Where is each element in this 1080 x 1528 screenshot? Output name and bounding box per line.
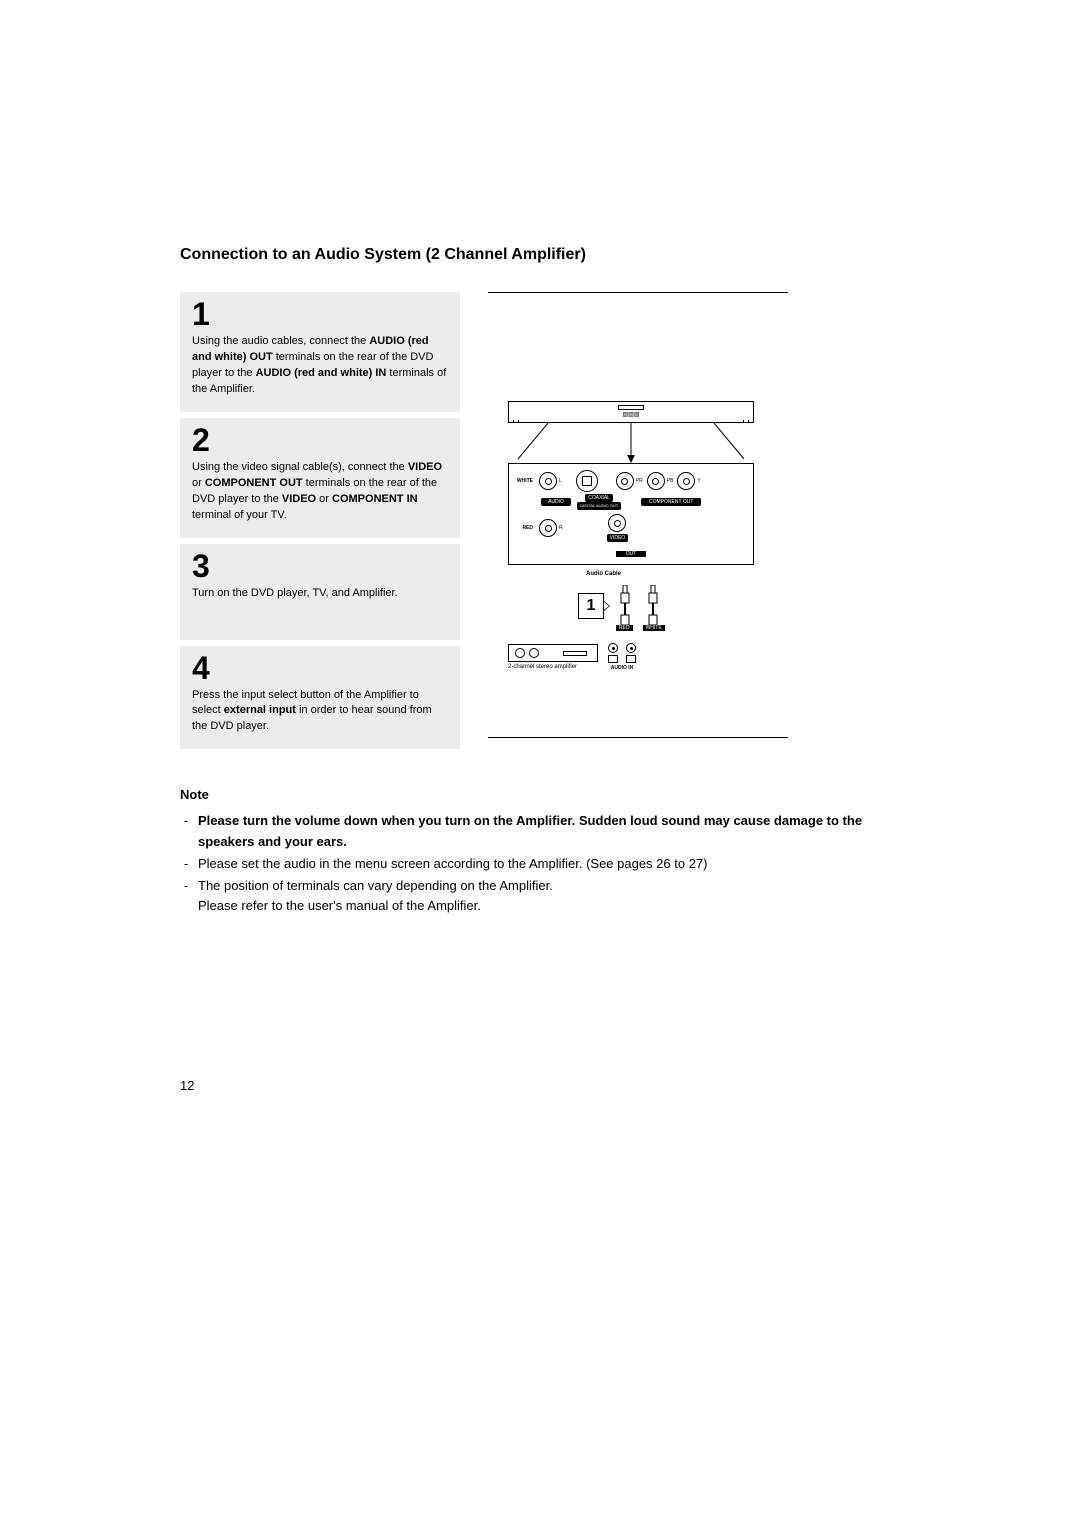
note-item: - Please turn the volume down when you t… [180, 811, 903, 851]
text: Please set the audio in the menu screen … [198, 854, 903, 874]
red-label: RED [513, 525, 535, 531]
step-1: 1 Using the audio cables, connect the AU… [180, 292, 460, 412]
pb-label: PB [667, 478, 674, 484]
step-number: 2 [192, 424, 448, 456]
diagram-column: ▧▧▧ WHIT [488, 292, 788, 755]
steps-column: 1 Using the audio cables, connect the AU… [180, 292, 460, 755]
audio-label: AUDIO [541, 498, 571, 506]
component-out-label: COMPONENT OUT [641, 498, 701, 506]
note-item: - Please set the audio in the menu scree… [180, 854, 903, 874]
amplifier-icon [508, 644, 598, 662]
amplifier-label: 2-channel stereo amplifier [508, 664, 598, 670]
audio-in-label: AUDIO IN [611, 665, 634, 671]
white-label: WHITE [513, 478, 535, 484]
bold-text: Please turn the volume down when you tur… [198, 813, 862, 848]
dvd-rear-panel: WHITE L PR [508, 463, 754, 565]
text: terminal of your TV. [192, 509, 287, 521]
bold-text: COMPONENT IN [332, 493, 418, 505]
bold-text: COMPONENT OUT [205, 477, 303, 489]
text: or [192, 477, 205, 489]
y-label: Y [697, 478, 700, 484]
bold-text: AUDIO (red and white) IN [256, 367, 387, 379]
cable-diagram: Audio Cable 1 RED WHITE [508, 571, 754, 641]
divider [488, 292, 788, 293]
bold-text: VIDEO [282, 493, 316, 505]
step-text: Turn on the DVD player, TV, and Amplifie… [192, 586, 448, 602]
step-number: 3 [192, 550, 448, 582]
text: or [316, 493, 332, 505]
step-4: 4 Press the input select button of the A… [180, 646, 460, 750]
digital-audio-out-label: DIGITAL AUDIO OUT [577, 502, 621, 510]
out-label: OUT [616, 551, 647, 557]
note-heading: Note [180, 785, 903, 805]
note-item: - The position of terminals can vary dep… [180, 876, 903, 916]
amplifier-row: 2-channel stereo amplifier AUDIO IN [508, 643, 754, 671]
step-number: 4 [192, 652, 448, 684]
text: The position of terminals can vary depen… [198, 878, 553, 893]
page-number: 12 [180, 1078, 194, 1093]
step-3: 3 Turn on the DVD player, TV, and Amplif… [180, 544, 460, 640]
rca-plug-icon [646, 585, 660, 629]
step-text: Using the audio cables, connect the AUDI… [192, 334, 448, 398]
video-label: VIDEO [607, 534, 629, 542]
white-tag: WHITE [643, 625, 665, 631]
red-tag: RED [616, 625, 633, 631]
audio-in-block: AUDIO IN [608, 643, 636, 671]
connection-diagram: ▧▧▧ WHIT [488, 401, 788, 671]
dvd-player-icon: ▧▧▧ [508, 401, 754, 423]
pr-label: PR [636, 478, 643, 484]
step-text: Press the input select button of the Amp… [192, 688, 448, 736]
rca-plug-icon [618, 585, 632, 629]
step-2: 2 Using the video signal cable(s), conne… [180, 418, 460, 538]
r-label: R [559, 525, 563, 531]
audio-cable-label: Audio Cable [586, 571, 621, 577]
step-number: 1 [192, 298, 448, 330]
step-marker-icon: 1 [578, 593, 604, 619]
l-label: L [559, 478, 562, 484]
bold-text: external input [224, 704, 296, 716]
coaxial-label: COAXIAL [585, 494, 613, 502]
bold-text: VIDEO [408, 461, 442, 473]
note-section: Note - Please turn the volume down when … [180, 785, 903, 916]
text: Please refer to the user's manual of the… [198, 898, 481, 913]
arrow-icon [508, 423, 754, 463]
step-text: Using the video signal cable(s), connect… [192, 460, 448, 524]
text: Using the audio cables, connect the [192, 335, 369, 347]
divider [488, 737, 788, 738]
text: Using the video signal cable(s), connect… [192, 461, 408, 473]
page-title: Connection to an Audio System (2 Channel… [180, 246, 903, 264]
